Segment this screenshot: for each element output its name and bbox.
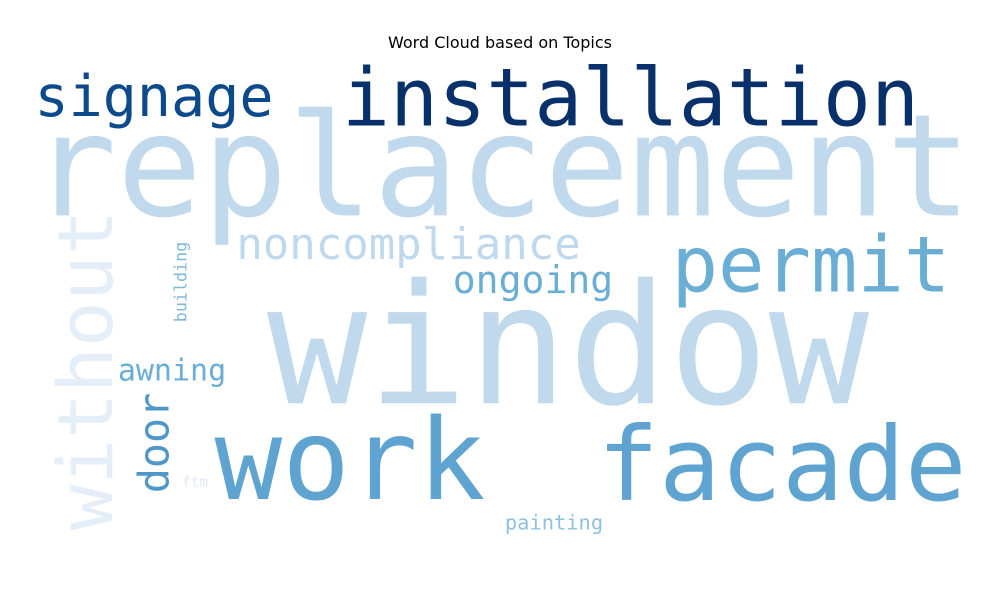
word-permit: permit bbox=[672, 221, 951, 311]
word-replacement: replacement bbox=[31, 84, 971, 249]
word-installation: installation bbox=[342, 52, 919, 145]
word-ftm: ftm bbox=[182, 475, 208, 491]
word-without: without bbox=[41, 209, 130, 530]
word-signage: signage bbox=[35, 64, 274, 130]
word-awning: awning bbox=[118, 354, 226, 389]
word-painting: painting bbox=[505, 511, 603, 535]
word-building: building bbox=[170, 242, 190, 322]
word-facade: facade bbox=[597, 406, 966, 525]
word-door: door bbox=[129, 393, 178, 493]
chart-title: Word Cloud based on Topics bbox=[388, 33, 612, 52]
word-window: window bbox=[267, 249, 870, 443]
word-work: work bbox=[215, 395, 486, 526]
word-ongoing: ongoing bbox=[453, 258, 613, 302]
word-noncompliance: noncompliance bbox=[236, 219, 580, 270]
